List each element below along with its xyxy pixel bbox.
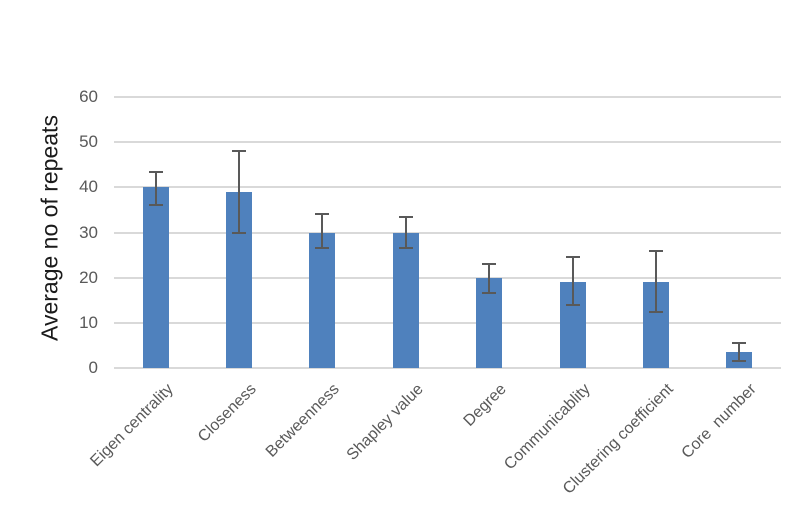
error-bar-cap-bottom [148,204,163,207]
error-bar-cap-bottom [398,247,413,250]
error-bar-cap-bottom [732,360,747,363]
error-bar-cap-bottom [315,247,330,250]
gridline [114,96,781,98]
bar [309,232,336,368]
y-tick-label: 10 [79,312,98,332]
y-tick-label: 60 [79,87,98,106]
error-bar-cap-top [565,256,580,259]
y-tick-label: 40 [79,177,98,197]
gridline [114,276,781,279]
error-bar-line [404,216,407,249]
error-bar-cap-bottom [565,303,580,306]
gridline [114,367,781,369]
error-bar-cap-bottom [232,231,247,234]
error-bar-cap-top [148,170,163,173]
error-bar-cap-top [315,213,330,216]
bar [392,232,419,368]
y-tick-label: 50 [79,132,98,152]
bar [142,187,169,368]
error-bar-line [654,250,657,312]
error-bar-cap-top [232,150,247,153]
gridline [114,321,781,324]
y-tick-label: 30 [79,222,98,242]
error-bar-cap-top [648,249,663,252]
gridline [114,141,781,144]
error-bar-cap-top [482,263,497,266]
error-bar-line [154,171,157,206]
gridline [114,231,781,234]
error-bar-line [238,151,241,233]
y-tick-label: 0 [88,358,98,377]
gridline [114,186,781,189]
y-tick-label: 20 [79,267,98,287]
error-bar-line [488,264,491,294]
error-bar-line [571,257,574,305]
error-bar-line [738,343,741,362]
error-bar-cap-top [398,215,413,218]
error-bar-cap-top [732,342,747,345]
error-bar-cap-bottom [648,310,663,313]
error-bar-line [321,214,324,249]
error-bar-cap-bottom [482,292,497,295]
